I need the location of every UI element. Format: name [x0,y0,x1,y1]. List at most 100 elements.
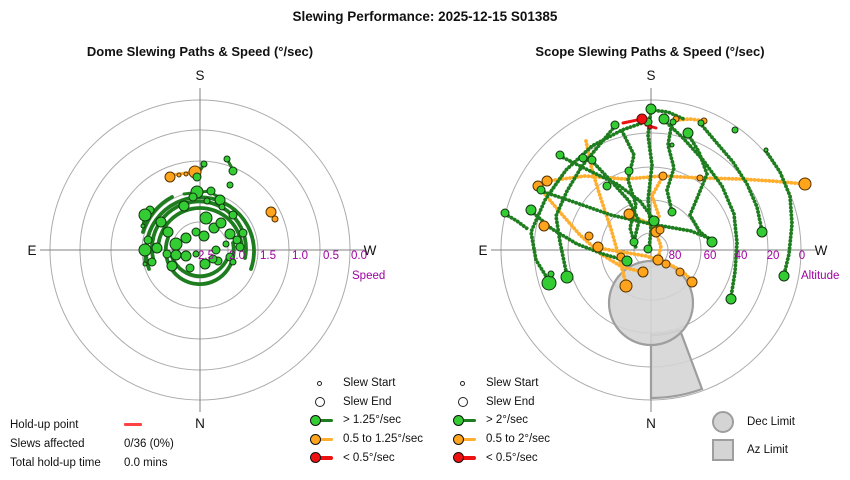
slew-dot-green [208,254,218,264]
slew-dot-green [643,244,653,254]
slews-affected-label: Slews affected [10,437,85,450]
legend-label: > 1.25°/sec [343,414,401,427]
slew-dot-green [155,216,167,228]
legend-label: < 0.5°/sec [343,451,395,464]
green-speed-icon [310,414,334,426]
slew-path-green [554,124,617,278]
slew-dot-green [725,293,737,305]
slew-dot-green [191,227,201,237]
dec-limit-row: Dec Limit [712,411,795,433]
radial-axis-label: Altitude [801,270,839,282]
dome-polar-plot: S E W N 2.5 2.0 1.5 1.0 0.5 0.0 Speed [27,68,385,431]
slew-dot-green [214,194,226,206]
slew-dot-green [147,257,157,267]
legend-label: > 2°/sec [486,414,528,427]
slew-dot-orange [592,241,604,253]
holdup-stats: Hold-up point Slews affected 0/36 (0%) T… [10,415,174,473]
slew-dot-orange [541,175,553,187]
scope-legend: Slew Start Slew End > 2°/sec 0.5 to 2°/s… [453,374,550,467]
slew-dot-green [621,255,633,267]
slew-dot-green [731,126,739,134]
cardinal-south-label: S [646,68,655,83]
orange-speed-icon [453,433,477,445]
slew-dot-orange [183,171,189,177]
slew-dot-green [706,236,718,248]
legend-item-fast: > 1.25°/sec [310,411,423,430]
slew-dot-green [547,270,555,278]
page-title: Slewing Performance: 2025-12-15 S01385 [292,9,558,24]
slew-dot-green [235,242,245,252]
scope-plot-title: Scope Slewing Paths & Speed (°/sec) [535,44,765,59]
green-speed-icon [453,414,477,426]
slew-dot-green [188,192,198,202]
slew-start-icon [460,380,465,386]
slew-dot-green [138,208,152,222]
red-speed-icon [453,452,477,464]
holdup-point-icon [124,423,142,427]
slew-dot-green [199,258,211,270]
slew-path-green [558,154,656,222]
radial-tick-label: 1.0 [292,250,308,262]
slew-dot-green [560,270,574,284]
slew-dot-green [756,226,768,238]
slew-dot-green [206,186,216,196]
slew-dot-green [199,211,213,225]
slew-dot-orange [538,220,550,232]
dome-plot-title: Dome Slewing Paths & Speed (°/sec) [86,44,314,59]
holdup-point-row: Hold-up point [10,415,174,434]
slew-dot-orange [655,225,665,235]
slew-end-icon [315,396,325,407]
slew-dot-green [667,207,677,217]
slew-dot-orange [265,206,277,218]
slew-dot-orange [164,171,176,183]
radial-tick-label: 20 [767,250,780,262]
slew-dot-green [229,258,237,266]
slew-dot-green [218,203,226,211]
slew-path-green [698,121,764,233]
legend-item-medium: 0.5 to 1.25°/sec [310,430,423,449]
holdup-time-value: 0.0 mins [124,457,168,470]
legend-item-slow: < 0.5°/sec [310,448,423,467]
slew-dot-green [142,261,148,267]
legend-label: Slew End [486,395,535,408]
slew-dot-orange [637,266,649,278]
slew-dot-green [170,249,182,261]
slew-dot-green [602,181,612,191]
radial-tick-label: 0 [799,250,805,262]
slew-dot-orange [619,279,633,293]
slew-path-green [590,159,641,243]
slew-dot-green [682,127,694,139]
slew-dot-orange [661,259,671,269]
slew-dot-green [224,228,236,240]
slew-dot-green [238,228,248,238]
slew-dot-orange [584,231,594,241]
slew-path-green [649,108,688,122]
dec-limit-icon [712,411,734,433]
scope-polar-plot: S E W N 80 60 40 20 0 Altitude [478,68,839,431]
slew-dot-green [778,270,790,282]
slew-dot-green [525,204,537,216]
cardinal-west-label: W [815,243,828,258]
slew-dot-green [648,215,660,227]
legend-item-slew-end: Slew End [453,393,550,412]
slew-path-green [156,206,244,252]
slew-dot-green [203,197,211,205]
holdup-time-label: Total hold-up time [10,457,101,470]
slew-dot-green [763,147,769,153]
slew-dot-green [151,242,163,254]
legend-label: 0.5 to 2°/sec [486,433,551,446]
slew-dot-green [541,275,557,291]
slew-dot-green [629,237,639,247]
slew-dot-red [647,124,653,130]
slew-dot-green [192,250,200,258]
slew-end-icon [458,396,468,407]
slew-dot-orange [652,254,664,266]
radial-tick-label: 0.0 [351,250,367,262]
slew-dot-green [669,118,677,126]
slew-path-green [620,129,638,250]
slew-dot-green [228,210,238,220]
slew-dot-green [645,103,657,115]
slew-path-green [764,149,794,277]
slew-dot-green [624,166,634,176]
slew-dot-green [185,263,195,273]
